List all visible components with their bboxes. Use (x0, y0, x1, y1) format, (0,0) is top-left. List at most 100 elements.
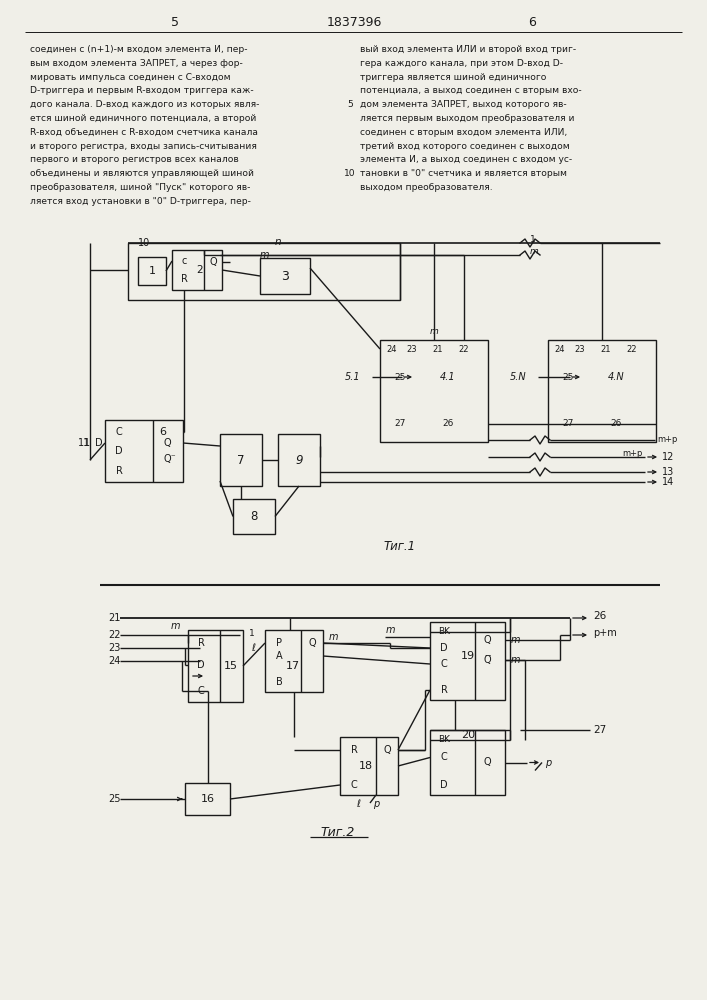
Text: 7: 7 (238, 454, 245, 466)
Text: C: C (198, 686, 204, 696)
Text: Q: Q (209, 257, 217, 267)
Text: дом элемента ЗАПРЕТ, выход которого яв-: дом элемента ЗАПРЕТ, выход которого яв- (360, 100, 566, 109)
Bar (233, 499, 275, 534)
Text: 23: 23 (407, 344, 417, 354)
Text: D-триггера и первым R-входом триггера каж-: D-триггера и первым R-входом триггера ка… (30, 86, 254, 95)
Text: D: D (440, 643, 448, 653)
Text: 17: 17 (286, 661, 300, 671)
Text: n: n (275, 237, 281, 247)
Text: 24: 24 (555, 344, 566, 354)
Text: ляется вход установки в "0" D-триггера, пер-: ляется вход установки в "0" D-триггера, … (30, 197, 251, 206)
Text: 1: 1 (530, 235, 536, 244)
Bar (548, 340, 656, 442)
Text: R-вход объединен с R-входом счетчика канала: R-вход объединен с R-входом счетчика кан… (30, 128, 258, 137)
Text: m+p: m+p (623, 450, 643, 458)
Text: Q: Q (483, 758, 491, 768)
Text: m: m (430, 328, 438, 336)
Text: 27: 27 (562, 420, 573, 428)
Text: вый вход элемента ИЛИ и второй вход триг-: вый вход элемента ИЛИ и второй вход триг… (360, 45, 576, 54)
Text: ется шиной единичного потенциала, а второй: ется шиной единичного потенциала, а втор… (30, 114, 257, 123)
Text: D: D (115, 446, 123, 456)
Text: m: m (511, 635, 520, 645)
Text: 20: 20 (461, 730, 475, 740)
Text: D: D (95, 438, 103, 448)
Text: 14: 14 (662, 477, 674, 487)
Bar (430, 622, 505, 700)
Text: 5.N: 5.N (509, 372, 526, 382)
Bar (260, 258, 310, 294)
Text: 1: 1 (148, 266, 156, 276)
Bar (430, 730, 505, 795)
Text: 5: 5 (347, 100, 353, 109)
Bar (185, 783, 230, 815)
Text: C: C (440, 659, 448, 669)
Text: Q: Q (483, 635, 491, 645)
Text: 25: 25 (108, 794, 120, 804)
Text: 22: 22 (108, 630, 120, 640)
Text: 6: 6 (160, 427, 167, 437)
Text: 24: 24 (387, 344, 397, 354)
Text: мировать импульса соединен с C-входом: мировать импульса соединен с C-входом (30, 73, 230, 82)
Text: 4.N: 4.N (608, 372, 624, 382)
Bar (220, 434, 262, 486)
Text: и второго регистра, входы запись-считывания: и второго регистра, входы запись-считыва… (30, 142, 257, 151)
Text: Q: Q (163, 438, 171, 448)
Text: 9: 9 (296, 454, 303, 466)
Text: D: D (440, 780, 448, 790)
Text: 21: 21 (433, 344, 443, 354)
Text: Q: Q (383, 745, 391, 755)
Text: 22: 22 (626, 344, 637, 354)
Text: потенциала, а выход соединен с вторым вхо-: потенциала, а выход соединен с вторым вх… (360, 86, 582, 95)
Text: 2: 2 (197, 265, 204, 275)
Text: m+p: m+p (657, 436, 677, 444)
Text: Τиг.1: Τиг.1 (384, 540, 416, 554)
Text: 13: 13 (662, 467, 674, 477)
Text: 25: 25 (562, 372, 573, 381)
Text: 16: 16 (201, 794, 214, 804)
Text: BK: BK (438, 628, 450, 637)
Bar (340, 737, 398, 795)
Text: C: C (116, 427, 122, 437)
Text: R: R (440, 685, 448, 695)
Text: Τиг.2: Τиг.2 (321, 826, 355, 838)
Bar (265, 630, 323, 692)
Bar (138, 257, 166, 285)
Text: вым входом элемента ЗАПРЕТ, а через фор-: вым входом элемента ЗАПРЕТ, а через фор- (30, 59, 243, 68)
Text: Q̅: Q̅ (483, 655, 491, 665)
Bar (172, 250, 222, 290)
Text: третий вход которого соединен с выходом: третий вход которого соединен с выходом (360, 142, 570, 151)
Text: 15: 15 (224, 661, 238, 671)
Text: 1: 1 (84, 438, 90, 448)
Text: преобразователя, шиной "Пуск" которого яв-: преобразователя, шиной "Пуск" которого я… (30, 183, 250, 192)
Text: A: A (276, 651, 282, 661)
Text: 8: 8 (250, 510, 257, 523)
Text: R: R (180, 274, 187, 284)
Text: 24: 24 (108, 656, 120, 666)
Text: 27: 27 (593, 725, 606, 735)
Bar (105, 420, 183, 482)
Text: 22: 22 (459, 344, 469, 354)
Text: 12: 12 (662, 452, 674, 462)
Text: p+m: p+m (593, 628, 617, 638)
Text: m: m (260, 250, 269, 260)
Text: гера каждого канала, при этом D-вход D-: гера каждого канала, при этом D-вход D- (360, 59, 563, 68)
Text: 27: 27 (395, 420, 406, 428)
Text: Q: Q (163, 454, 171, 464)
Text: 10: 10 (138, 238, 151, 248)
Text: m: m (530, 247, 539, 256)
Text: m: m (511, 655, 520, 665)
Text: 5.1: 5.1 (344, 372, 360, 382)
Text: первого и второго регистров всех каналов: первого и второго регистров всех каналов (30, 155, 239, 164)
Text: m: m (329, 632, 339, 642)
Text: соединен с вторым входом элемента ИЛИ,: соединен с вторым входом элемента ИЛИ, (360, 128, 567, 137)
Text: 21: 21 (601, 344, 612, 354)
Text: 1837396: 1837396 (327, 15, 382, 28)
Bar (188, 630, 243, 702)
Text: p: p (373, 799, 379, 809)
Text: 21: 21 (108, 613, 120, 623)
Text: C: C (351, 780, 357, 790)
Text: 6: 6 (528, 15, 536, 28)
Text: R: R (115, 466, 122, 476)
Text: C: C (440, 752, 448, 762)
Text: 25: 25 (395, 372, 406, 381)
